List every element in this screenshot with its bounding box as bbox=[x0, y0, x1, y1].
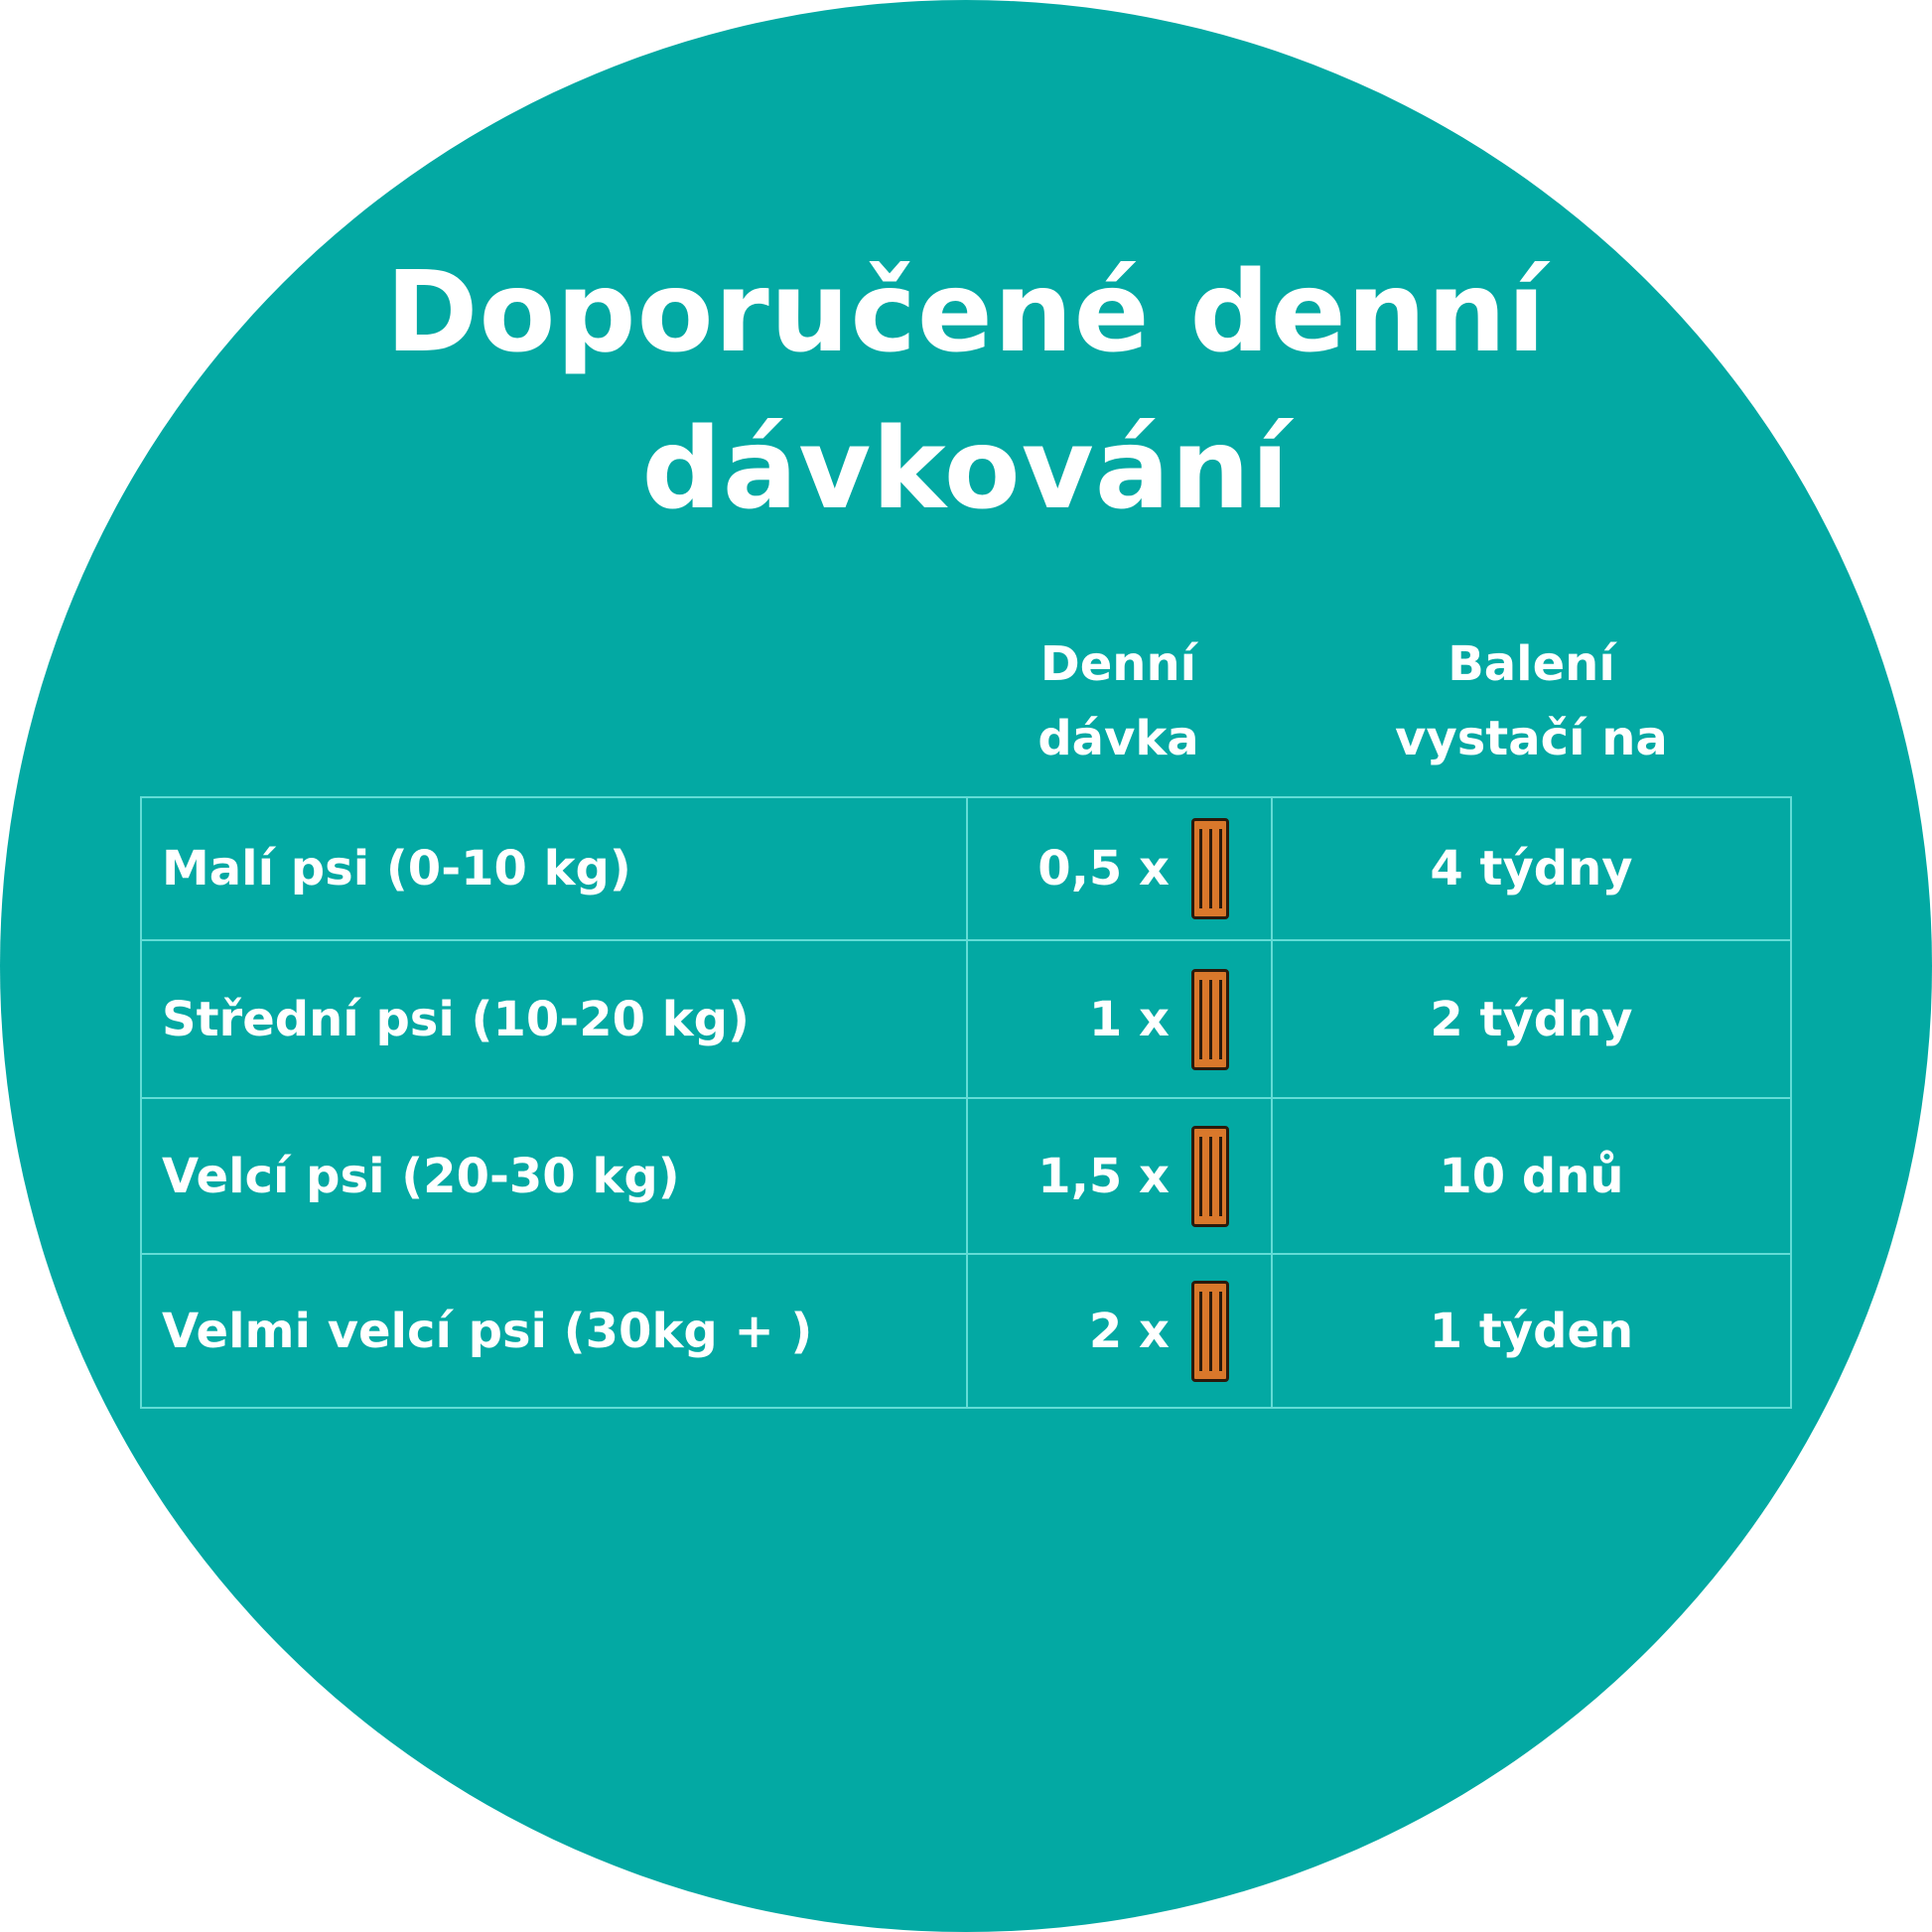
dose-cell: 0,5 x bbox=[966, 796, 1273, 941]
dose-value: 0,5 x bbox=[1037, 841, 1170, 897]
header-daily-dose: Denní dávka bbox=[966, 627, 1271, 776]
dose-value: 2 x bbox=[1088, 1303, 1170, 1359]
duration-cell: 2 týdny bbox=[1271, 939, 1792, 1099]
dog-size-cell: Střední psi (10-20 kg) bbox=[140, 939, 968, 1099]
table-row: Malí psi (0-10 kg) 0,5 x 4 týdny bbox=[140, 796, 1792, 941]
table-row: Velmi velcí psi (30kg + ) 2 x 1 týden bbox=[140, 1253, 1792, 1409]
duration-cell: 4 týdny bbox=[1271, 796, 1792, 941]
table-row: Velcí psi (20-30 kg) 1,5 x 10 dnů bbox=[140, 1097, 1792, 1255]
dental-stick-icon bbox=[1191, 1125, 1229, 1227]
header-pack-line2: vystačí na bbox=[1395, 711, 1668, 766]
dose-value: 1 x bbox=[1088, 991, 1170, 1047]
dog-size-cell: Velmi velcí psi (30kg + ) bbox=[140, 1253, 968, 1409]
header-dose-line2: dávka bbox=[1037, 711, 1199, 766]
dosage-table: Malí psi (0-10 kg) 0,5 x 4 týdny Střední … bbox=[140, 796, 1792, 1409]
title-line-2: dávkování bbox=[641, 405, 1291, 534]
dog-size-cell: Velcí psi (20-30 kg) bbox=[140, 1097, 968, 1255]
table-row: Střední psi (10-20 kg) 1 x 2 týdny bbox=[140, 939, 1792, 1099]
duration-cell: 10 dnů bbox=[1271, 1097, 1792, 1255]
dental-stick-icon bbox=[1191, 818, 1229, 919]
dose-cell: 1 x bbox=[966, 939, 1273, 1099]
duration-cell: 1 týden bbox=[1271, 1253, 1792, 1409]
dose-cell: 1,5 x bbox=[966, 1097, 1273, 1255]
dental-stick-icon bbox=[1191, 968, 1229, 1070]
dose-cell: 2 x bbox=[966, 1253, 1273, 1409]
title-line-1: Doporučené denní bbox=[385, 248, 1547, 377]
dog-size-cell: Malí psi (0-10 kg) bbox=[140, 796, 968, 941]
header-dose-line1: Denní bbox=[1039, 636, 1197, 692]
header-pack-duration: Balení vystačí na bbox=[1271, 627, 1792, 776]
header-pack-line1: Balení bbox=[1448, 636, 1615, 692]
dose-value: 1,5 x bbox=[1037, 1148, 1170, 1204]
dental-stick-icon bbox=[1191, 1280, 1229, 1382]
